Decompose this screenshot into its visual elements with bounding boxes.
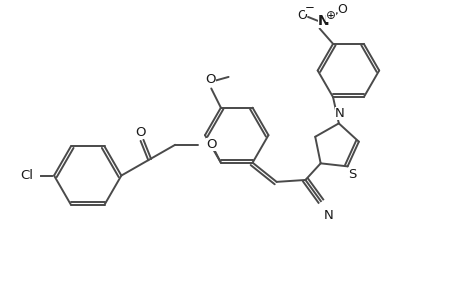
- Text: −: −: [304, 1, 314, 14]
- Text: O: O: [206, 138, 216, 151]
- Text: N: N: [334, 107, 344, 120]
- Text: N: N: [317, 14, 329, 28]
- Text: S: S: [347, 168, 356, 181]
- Text: O: O: [135, 126, 146, 139]
- Text: O: O: [337, 3, 347, 16]
- Text: O: O: [297, 8, 307, 22]
- Text: O: O: [205, 73, 215, 86]
- Text: Cl: Cl: [20, 169, 33, 182]
- Text: ⊕: ⊕: [325, 8, 336, 22]
- Text: N: N: [323, 209, 333, 222]
